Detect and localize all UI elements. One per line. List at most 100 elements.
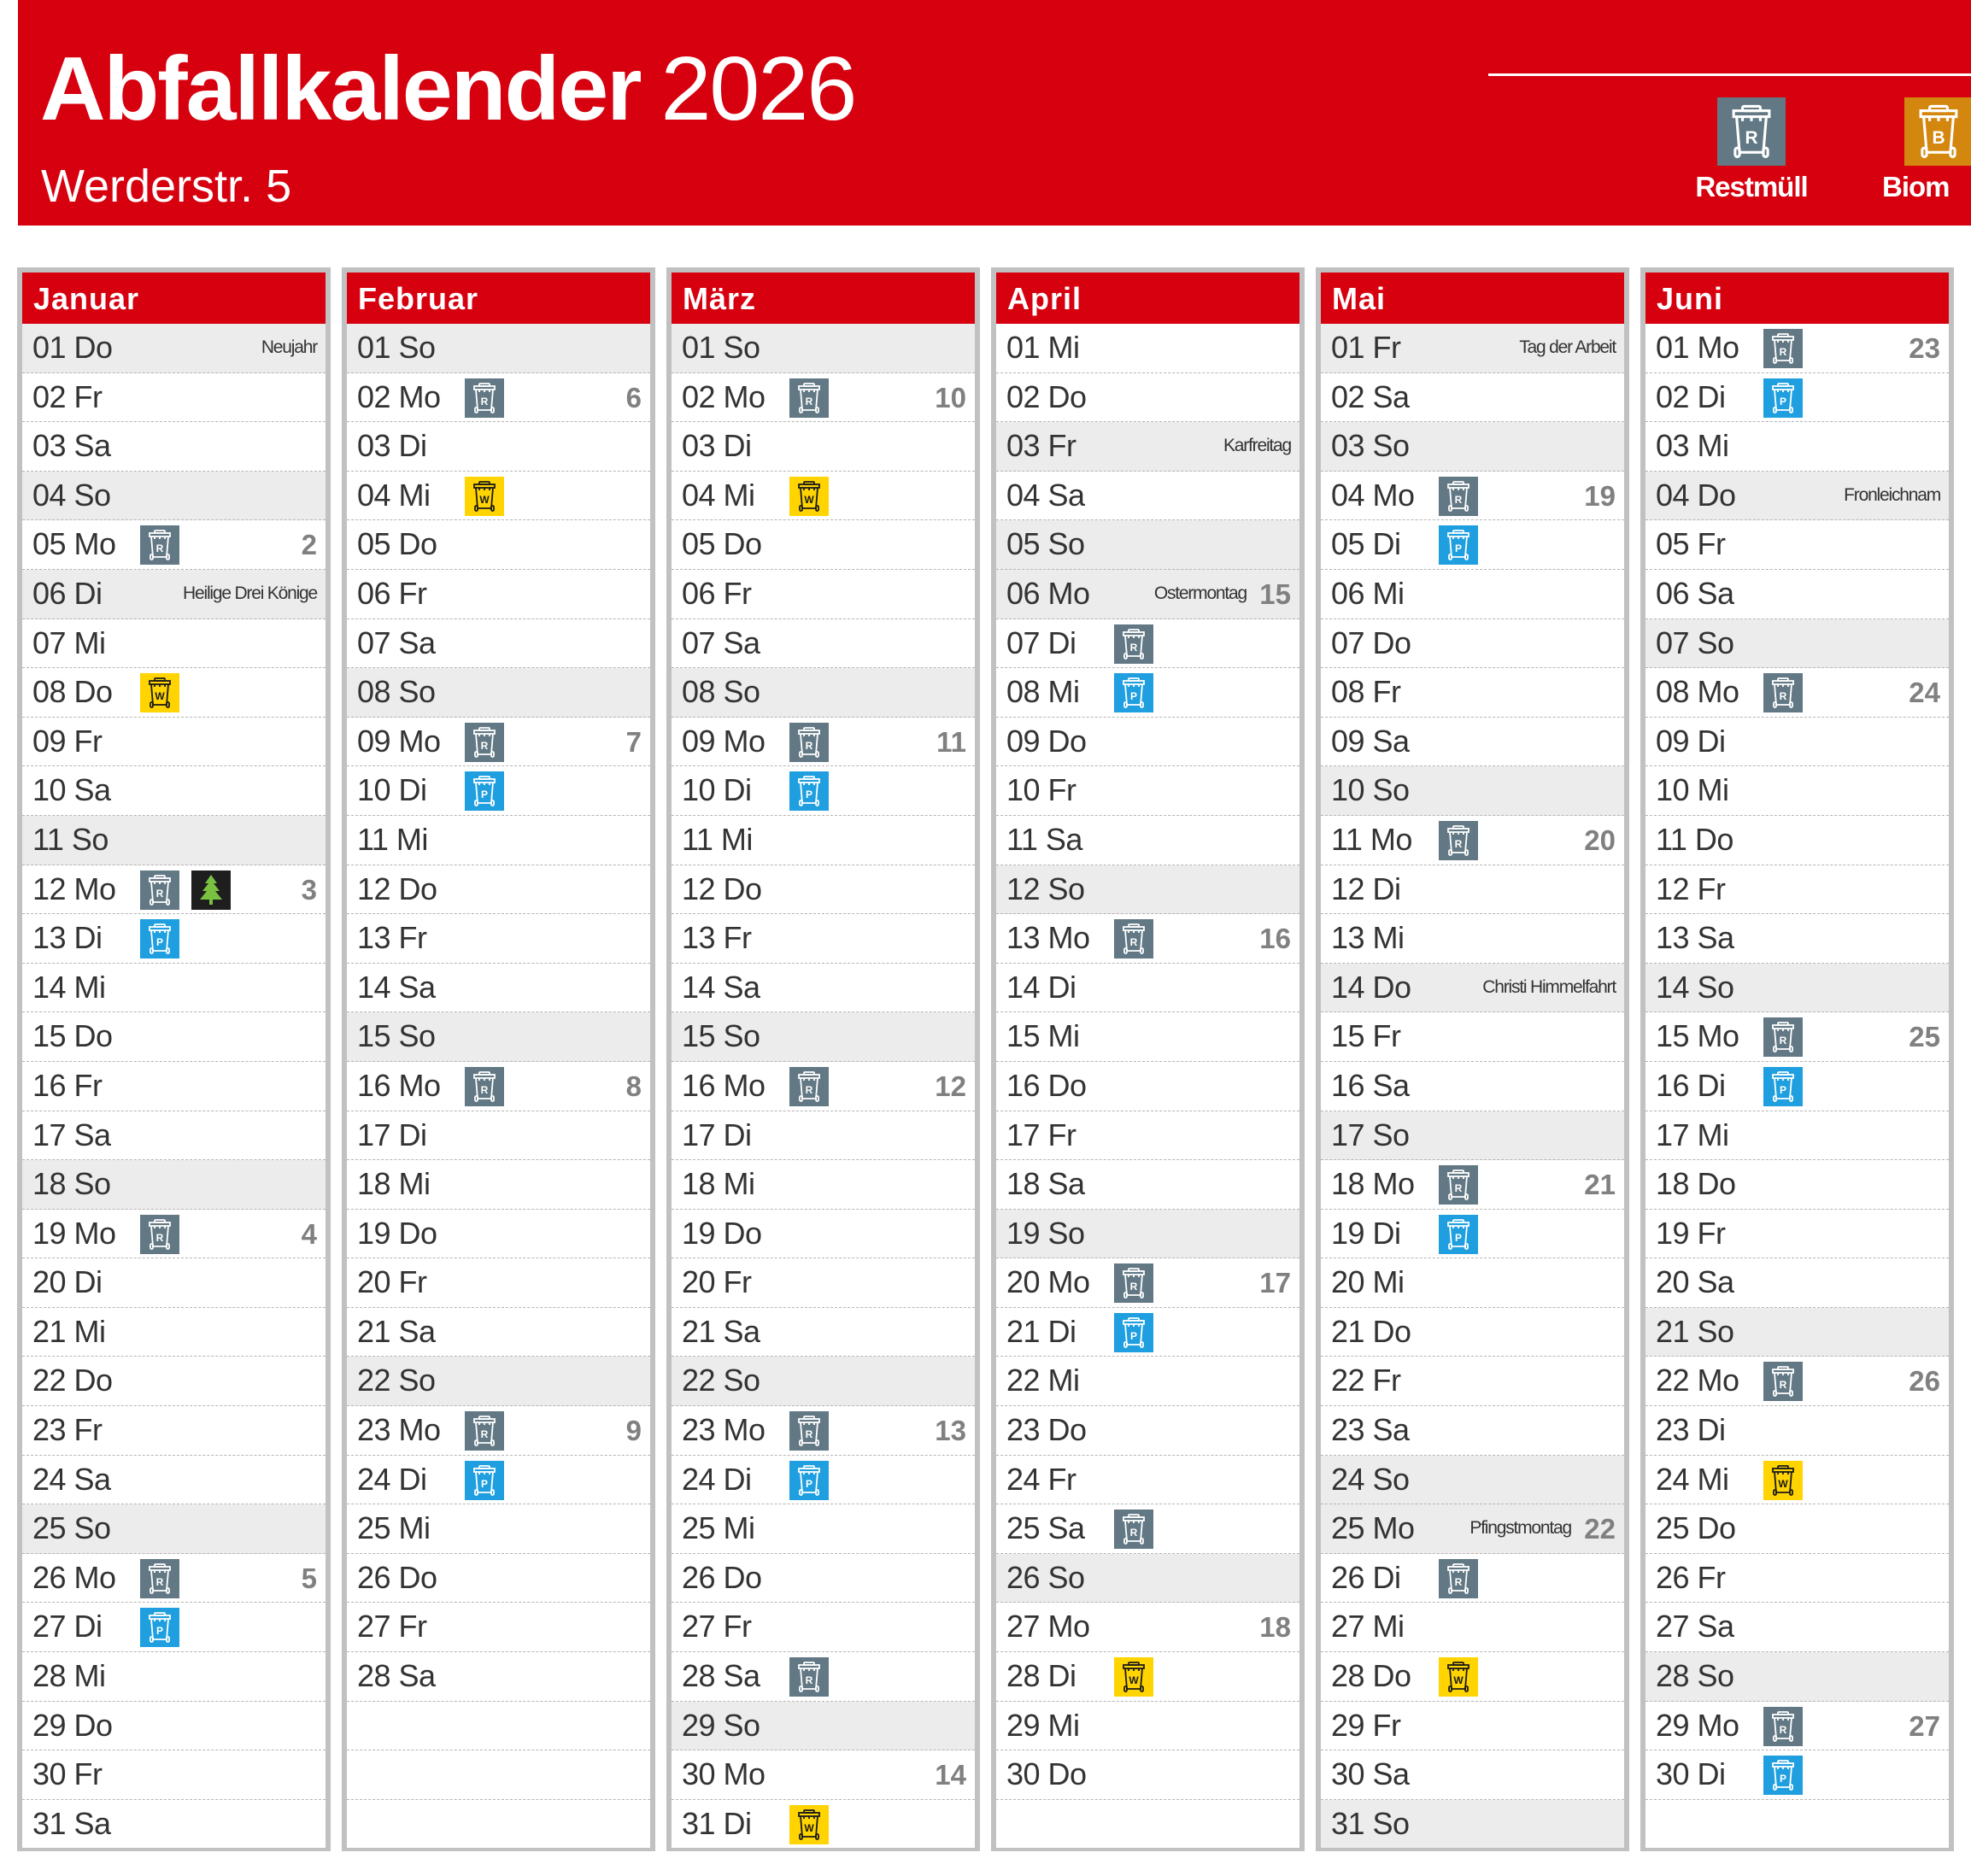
papier-bin-icon: P (1763, 1066, 1803, 1106)
collection-icons: R (465, 1066, 504, 1106)
day-label: 23 Fr (32, 1412, 103, 1448)
day-row: 29 Do (22, 1701, 326, 1751)
day-label: 05 So (1006, 526, 1085, 562)
day-row: 14 Di (996, 963, 1299, 1013)
holiday-label: Tag der Arbeit (1519, 337, 1616, 357)
day-label: 07 Di (1006, 624, 1076, 660)
day-label: 03 Fr (1006, 428, 1076, 464)
day-label: 02 Sa (1331, 378, 1410, 414)
holiday-label: Pfingstmontag (1469, 1518, 1572, 1539)
day-row: 17 Di (672, 1111, 975, 1161)
day-row: 09 Sa (1321, 717, 1624, 767)
svg-text:P: P (1130, 690, 1137, 702)
week-number: 21 (1584, 1169, 1616, 1201)
week-number: 8 (625, 1070, 642, 1102)
papier-bin-icon: P (1763, 1756, 1803, 1796)
papier-bin-icon: P (1439, 1214, 1478, 1254)
day-row: 11 So (22, 815, 326, 865)
day-label: 31 Di (682, 1805, 752, 1841)
day-row: 28 Do W (1321, 1652, 1624, 1702)
day-label: 26 Do (357, 1559, 437, 1595)
day-row: 24 So (1321, 1455, 1624, 1505)
day-label: 12 Mo (32, 871, 116, 906)
day-row: 02 Sa (1321, 372, 1624, 423)
day-label: 09 Fr (32, 723, 103, 759)
day-label: 23 Sa (1331, 1412, 1410, 1448)
day-row: 29 Fr (1321, 1701, 1624, 1751)
day-row: 14 Do Christi Himmelfahrt (1321, 963, 1624, 1013)
restmuell-bin-icon: R (789, 1066, 829, 1106)
day-label: 16 Sa (1331, 1067, 1410, 1103)
day-row: 28 Di W (996, 1652, 1299, 1702)
day-list: 01 So 02 Mo R 6 03 Di 04 Mi W 05 Do 06 Fr 07 Sa 08… (347, 324, 650, 1849)
day-label: 09 Mo (357, 723, 441, 759)
day-label: 30 Sa (1331, 1756, 1410, 1792)
day-label: 14 Di (1006, 969, 1076, 1005)
day-label: 23 Do (1006, 1412, 1087, 1448)
day-row: 10 Mi (1645, 766, 1949, 816)
day-label: 16 Mo (682, 1067, 766, 1103)
day-row: 08 Do W (22, 668, 326, 718)
collection-icons: R (1439, 820, 1478, 860)
week-number: 19 (1584, 479, 1616, 512)
day-label: 26 Fr (1656, 1559, 1726, 1595)
day-label: 28 So (1656, 1658, 1734, 1694)
day-row: 22 So (347, 1357, 650, 1407)
day-label: 07 Sa (682, 624, 760, 660)
day-label: 12 Di (1331, 871, 1401, 906)
day-row: 28 Sa R (672, 1652, 975, 1702)
day-label: 22 Fr (1331, 1363, 1401, 1398)
day-row: 04 So (22, 471, 326, 521)
day-row: 12 Mo R 3 (22, 865, 326, 915)
wertstoff-bin-icon: W (789, 1804, 829, 1844)
svg-text:P: P (1455, 1232, 1462, 1244)
day-label: 17 Fr (1006, 1117, 1076, 1152)
day-label: 24 Sa (32, 1461, 111, 1497)
week-number: 13 (935, 1415, 966, 1447)
day-row: 11 Mi (672, 815, 975, 865)
week-number: 26 (1909, 1365, 1940, 1398)
svg-text:R: R (156, 542, 164, 554)
day-row: 08 Mi P (996, 668, 1299, 718)
day-label: 21 So (1656, 1313, 1734, 1349)
day-row: 03 Fr Karfreitag (996, 422, 1299, 472)
week-number: 25 (1909, 1021, 1940, 1053)
day-row: 18 Mo R 21 (1321, 1160, 1624, 1210)
day-row: 12 So (996, 865, 1299, 915)
svg-text:R: R (481, 1084, 489, 1096)
papier-bin-icon: P (1114, 673, 1153, 713)
day-label: 01 Mi (1006, 330, 1080, 365)
day-row: 22 So (672, 1357, 975, 1407)
day-row: 10 Sa (22, 766, 326, 816)
collection-icons: R (465, 722, 504, 762)
day-row: 09 Mo R 11 (672, 717, 975, 767)
day-row: 27 Di P (22, 1603, 326, 1653)
day-row: 09 Di (1645, 717, 1949, 767)
day-label: 25 Sa (1006, 1510, 1085, 1546)
day-label: 14 Sa (357, 969, 436, 1005)
collection-icons: R (1763, 1362, 1803, 1402)
collection-icons: R (1763, 1017, 1803, 1058)
collection-icons: P (465, 1460, 504, 1500)
day-row: 24 Di P (347, 1455, 650, 1505)
day-label: 29 Mi (1006, 1707, 1080, 1743)
day-label: 09 Sa (1331, 723, 1410, 759)
day-label: 22 Mi (1006, 1363, 1080, 1398)
collection-icons: R (1439, 476, 1478, 516)
day-label: 25 Mi (682, 1510, 755, 1546)
day-row: 10 Di P (672, 766, 975, 816)
day-row: 24 Mi W (1645, 1455, 1949, 1505)
day-row: 14 Mi (22, 963, 326, 1013)
svg-text:R: R (1455, 838, 1463, 850)
day-row: 09 Do (996, 717, 1299, 767)
day-label: 18 Mi (357, 1166, 431, 1202)
restmuell-bin-icon: R (140, 1214, 179, 1254)
week-number: 16 (1259, 923, 1291, 955)
day-row: 27 Fr (347, 1603, 650, 1653)
svg-text:R: R (1130, 1527, 1138, 1539)
day-row: 13 Fr (347, 914, 650, 964)
day-label: 04 So (32, 477, 111, 513)
week-number: 11 (936, 725, 966, 758)
day-row: 16 Di P (1645, 1061, 1949, 1111)
week-number: 20 (1584, 824, 1616, 856)
